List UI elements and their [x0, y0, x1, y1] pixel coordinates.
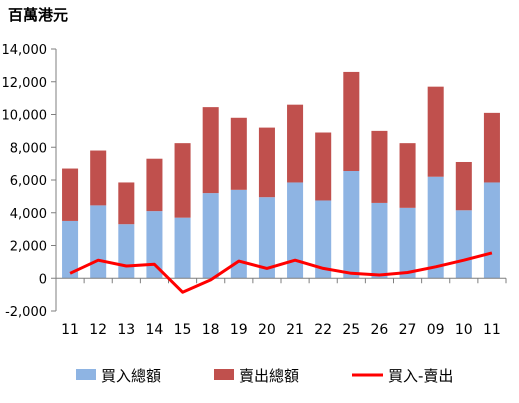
- bar-sell: [90, 150, 107, 206]
- x-tick-label: 11: [483, 322, 501, 338]
- x-tick-label: 11: [61, 322, 79, 338]
- bar-sell: [118, 182, 135, 225]
- x-tick-label: 15: [174, 322, 192, 338]
- bar-sell: [315, 132, 332, 201]
- bar-buy: [202, 193, 219, 279]
- bar-buy: [315, 200, 332, 279]
- bar-buy: [258, 197, 275, 279]
- bar-buy: [90, 205, 107, 279]
- x-tick-label: 14: [146, 322, 164, 338]
- bar-buy: [399, 207, 416, 279]
- x-tick-label: 25: [342, 322, 360, 338]
- bar-sell: [399, 143, 416, 208]
- y-tick-label: 4,000: [10, 207, 47, 222]
- y-tick-label: 12,000: [2, 76, 48, 91]
- bar-sell: [62, 168, 79, 221]
- bar-sell: [146, 158, 163, 212]
- y-tick-label: 10,000: [2, 109, 48, 124]
- bar-sell: [202, 107, 219, 194]
- y-tick-label: -2,000: [5, 305, 47, 320]
- bar-sell: [258, 127, 275, 198]
- bar-buy: [427, 176, 444, 279]
- net-line: [69, 251, 493, 294]
- bar-buy: [118, 224, 135, 279]
- x-tick-label: 13: [117, 322, 135, 338]
- bar-sell: [174, 143, 191, 218]
- x-tick-label: 22: [314, 322, 332, 338]
- x-tick-label: 12: [89, 322, 107, 338]
- bar-buy: [146, 211, 163, 279]
- x-tick-label: 27: [399, 322, 417, 338]
- x-tick-label: 26: [371, 322, 389, 338]
- legend-swatch-1: [214, 369, 234, 380]
- legend-label-1: 賣出總額: [239, 367, 299, 385]
- unit-label: 百萬港元: [8, 6, 69, 24]
- bar-buy: [174, 217, 191, 279]
- bar-buy: [287, 182, 304, 279]
- bar-sell: [455, 161, 472, 211]
- bar-buy: [62, 220, 79, 279]
- x-tick-label: 21: [286, 322, 304, 338]
- bar-buy: [483, 182, 500, 279]
- y-tick-label: 8,000: [10, 141, 47, 156]
- bar-sell: [483, 112, 500, 183]
- x-tick-label: 10: [455, 322, 473, 338]
- bar-sell: [427, 86, 444, 177]
- bar-sell: [230, 117, 247, 190]
- y-tick-label: 14,000: [2, 43, 48, 58]
- x-tick-label: 20: [258, 322, 276, 338]
- bar-buy: [343, 170, 360, 279]
- bar-buy: [455, 210, 472, 279]
- bar-sell: [287, 104, 304, 183]
- legend-swatch-0: [76, 369, 96, 380]
- x-tick-label: 09: [427, 322, 445, 338]
- bar-buy: [230, 189, 247, 279]
- x-tick-label: 19: [230, 322, 248, 338]
- bar-sell: [343, 71, 360, 171]
- y-tick-label: 2,000: [10, 240, 47, 255]
- x-tick-label: 18: [202, 322, 220, 338]
- legend-label-0: 買入總額: [101, 367, 161, 385]
- y-tick-label: 6,000: [10, 174, 47, 189]
- bar-sell: [371, 130, 388, 203]
- legend-label-2: 買入-賣出: [388, 367, 453, 385]
- bar-buy: [371, 202, 388, 279]
- y-tick-label: 0: [39, 272, 47, 287]
